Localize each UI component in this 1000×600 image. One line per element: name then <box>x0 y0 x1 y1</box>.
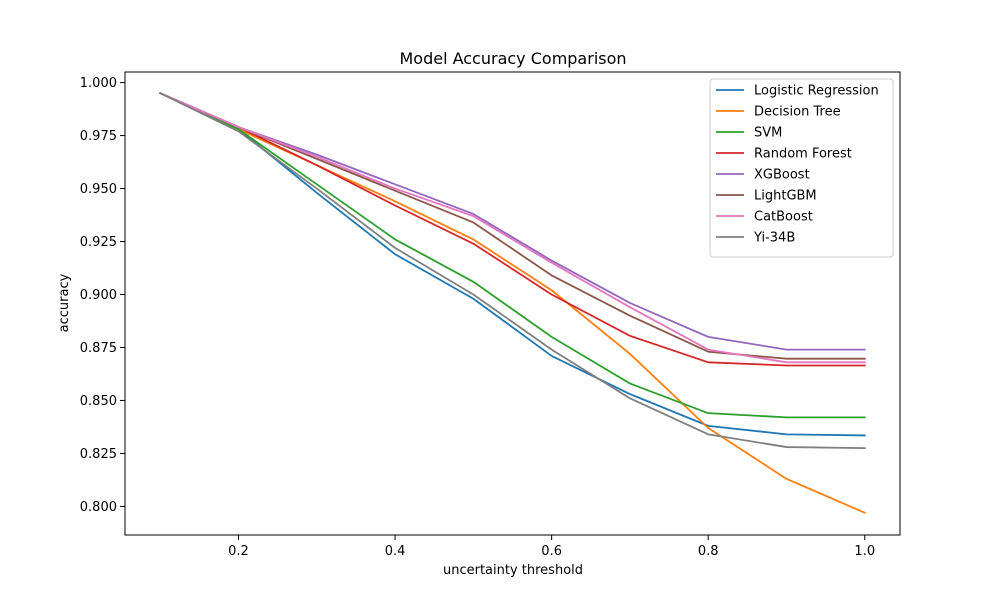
y-tick-label: 0.925 <box>80 235 117 250</box>
legend-label-7: Yi-34B <box>753 231 795 246</box>
x-tick-label: 0.2 <box>228 544 249 559</box>
plot-frame <box>124 71 901 536</box>
legend-label-1: Decision Tree <box>754 105 841 120</box>
legend-label-2: SVM <box>754 126 782 141</box>
series-line-4 <box>159 92 866 351</box>
x-axis: 0.2 0.4 0.6 0.8 1.0 <box>228 535 875 559</box>
chart-title: Model Accuracy Comparison <box>399 49 626 68</box>
legend: Logistic Regression Decision Tree SVM Rando… <box>709 78 894 258</box>
legend-label-0: Logistic Regression <box>754 84 879 99</box>
y-tick-label: 1.000 <box>80 76 117 91</box>
series-line-6 <box>159 92 866 364</box>
x-tick-label: 0.6 <box>541 544 562 559</box>
x-axis-title: uncertainty threshold <box>443 563 583 578</box>
y-tick-label: 0.825 <box>80 447 117 462</box>
y-tick-label: 0.850 <box>80 394 117 409</box>
x-tick-label: 0.8 <box>698 544 719 559</box>
legend-box <box>709 78 894 258</box>
y-axis-title: accuracy <box>57 273 72 332</box>
legend-label-3: Random Forest <box>754 147 852 162</box>
legend-label-5: LightGBM <box>754 189 817 204</box>
series-line-2 <box>159 91 866 419</box>
series-line-7 <box>159 91 866 450</box>
legend-label-6: CatBoost <box>754 210 813 225</box>
y-tick-label: 0.900 <box>80 288 117 303</box>
x-tick-label: 0.4 <box>385 544 406 559</box>
plot-area <box>124 71 901 536</box>
y-tick-label: 0.875 <box>80 341 117 356</box>
legend-label-4: XGBoost <box>754 168 810 183</box>
y-tick-label: 0.975 <box>80 129 117 144</box>
series-line-1 <box>159 91 866 514</box>
y-tick-label: 0.800 <box>80 500 117 515</box>
series-line-3 <box>159 92 866 367</box>
y-tick-label: 0.950 <box>80 182 117 197</box>
y-axis: 0.800 0.825 0.850 0.875 0.900 0.925 0.950 0.975… <box>80 76 125 515</box>
x-tick-label: 1.0 <box>854 544 875 559</box>
